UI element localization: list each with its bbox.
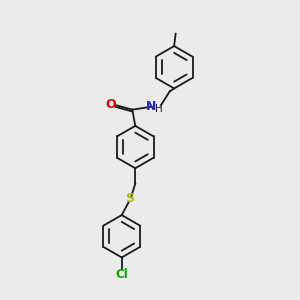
Text: O: O <box>106 98 116 111</box>
Text: N: N <box>146 100 157 112</box>
Text: Cl: Cl <box>116 268 128 281</box>
Text: S: S <box>125 192 134 206</box>
Text: H: H <box>155 104 163 114</box>
